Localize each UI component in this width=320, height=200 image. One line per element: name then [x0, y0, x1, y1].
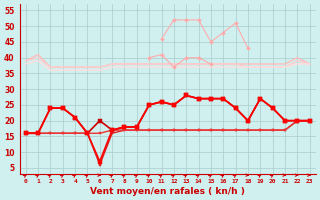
- X-axis label: Vent moyen/en rafales ( kn/h ): Vent moyen/en rafales ( kn/h ): [90, 187, 245, 196]
